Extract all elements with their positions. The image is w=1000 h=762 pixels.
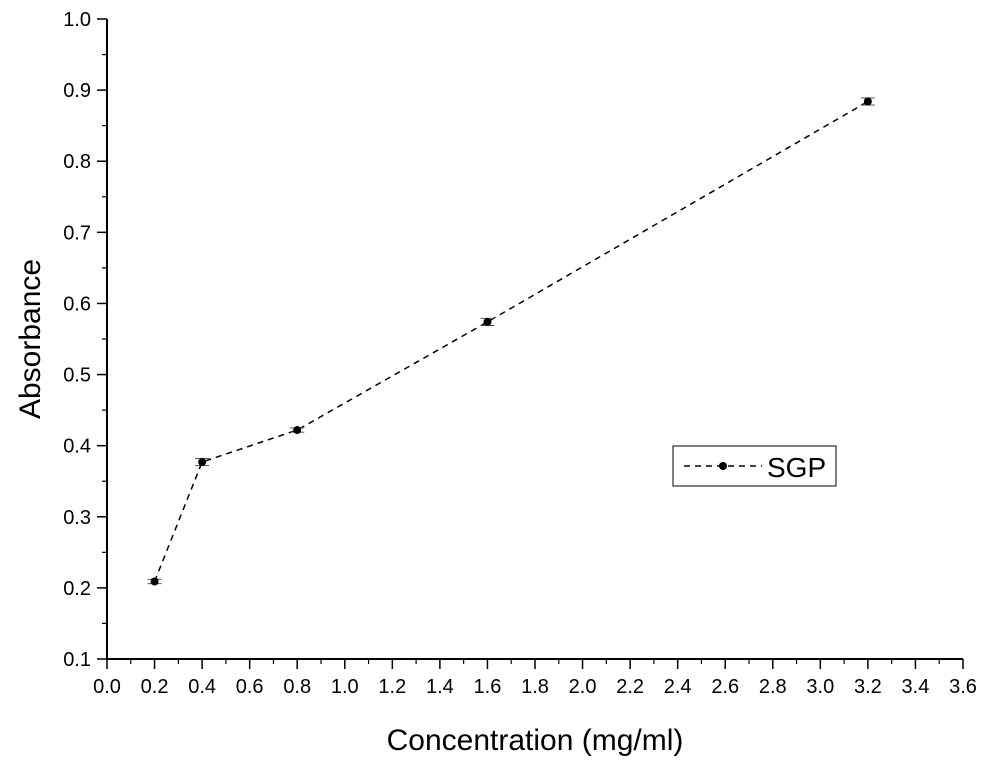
x-tick-label: 2.4	[664, 676, 692, 698]
x-tick-label: 0.6	[236, 676, 264, 698]
x-tick-label: 3.2	[854, 676, 882, 698]
y-tick-label: 0.9	[63, 80, 91, 102]
y-tick-label: 0.6	[63, 293, 91, 315]
x-tick-label: 2.0	[569, 676, 597, 698]
legend-marker	[719, 462, 727, 470]
data-point	[198, 458, 207, 467]
y-tick-label: 1.0	[63, 9, 91, 31]
x-tick-label: 0.4	[188, 676, 216, 698]
series-layer	[147, 97, 875, 586]
x-tick-label: 1.8	[521, 676, 549, 698]
data-point	[863, 97, 872, 106]
data-point	[483, 317, 492, 326]
y-axis-ticks: 0.1 0.2 0.3 0.4 0.5 0.6 0.7 0.8 0.9 1.0	[63, 9, 107, 671]
series-line	[153, 100, 869, 582]
y-tick-label: 0.7	[63, 222, 91, 244]
x-tick-label: 3.4	[902, 676, 930, 698]
data-point	[293, 426, 302, 435]
x-axis-title: Concentration (mg/ml)	[387, 724, 684, 757]
x-tick-label: 1.6	[474, 676, 502, 698]
y-axis-title: Absorbance	[14, 259, 47, 419]
legend-label: SGP	[767, 452, 826, 483]
y-tick-label: 0.1	[63, 649, 91, 671]
y-tick-label: 0.8	[63, 151, 91, 173]
y-tick-label: 0.3	[63, 507, 91, 529]
x-tick-label: 0.0	[93, 676, 121, 698]
y-tick-label: 0.4	[63, 436, 91, 458]
y-tick-label: 0.5	[63, 365, 91, 387]
axes	[106, 19, 963, 660]
legend: SGP	[672, 445, 837, 487]
x-tick-label: 2.2	[616, 676, 644, 698]
x-tick-label: 3.6	[949, 676, 977, 698]
x-tick-label: 1.4	[426, 676, 454, 698]
x-tick-label: 0.8	[283, 676, 311, 698]
x-tick-label: 3.0	[806, 676, 834, 698]
x-tick-label: 2.8	[759, 676, 787, 698]
x-tick-label: 1.0	[331, 676, 359, 698]
x-tick-label: 1.2	[378, 676, 406, 698]
x-tick-label: 2.6	[711, 676, 739, 698]
x-axis-ticks: 0.0 0.2 0.4 0.6 0.8 1.0 1.2 1.4 1.6 1.8 2.0 2.2 2.4 2…	[93, 659, 977, 698]
y-tick-label: 0.2	[63, 578, 91, 600]
data-point	[150, 577, 159, 586]
x-tick-label: 0.2	[141, 676, 169, 698]
